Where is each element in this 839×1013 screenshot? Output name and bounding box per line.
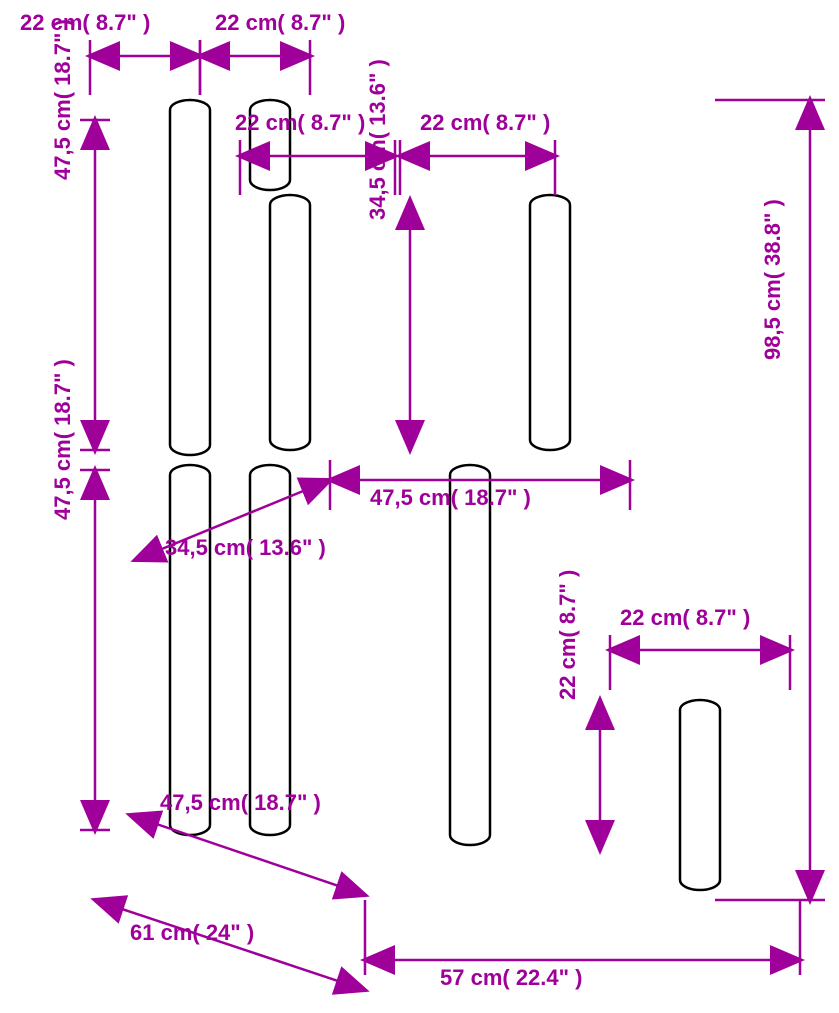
dimension-label: 22 cm( 8.7" ) xyxy=(420,110,550,135)
dimension-label: 22 cm( 8.7" ) xyxy=(215,10,345,35)
dimension-label: 22 cm( 8.7" ) xyxy=(20,10,150,35)
dimension-label: 34,5 cm( 13.6" ) xyxy=(165,535,326,560)
dimension-label: 22 cm( 8.7" ) xyxy=(620,605,750,630)
dimension-label: 98,5 cm( 38.8" ) xyxy=(760,199,785,360)
dimension-label: 57 cm( 22.4" ) xyxy=(440,965,583,990)
dimension-label: 22 cm( 8.7" ) xyxy=(555,570,580,700)
dimension-label: 47,5 cm( 18.7" ) xyxy=(50,359,75,520)
dimension-label: 61 cm( 24" ) xyxy=(130,920,254,945)
dimension-label: 47,5 cm( 18.7" ) xyxy=(50,19,75,180)
dimension-label: 47,5 cm( 18.7" ) xyxy=(160,790,321,815)
dimension-label: 22 cm( 8.7" ) xyxy=(235,110,365,135)
dimension-label: 47,5 cm( 18.7" ) xyxy=(370,485,531,510)
dimension-diagram: 22 cm( 8.7" ) 22 cm( 8.7" ) 22 cm( 8.7" ) 2… xyxy=(0,0,839,1013)
dimension-label: 34,5 cm( 13.6" ) xyxy=(365,59,390,220)
